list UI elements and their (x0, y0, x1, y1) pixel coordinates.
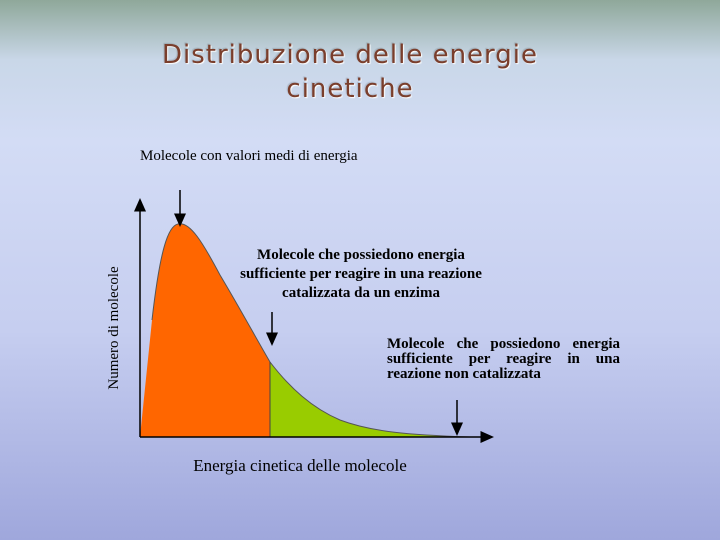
green-area (270, 362, 470, 437)
annotation-average-energy: Molecole con valori medi di energia (140, 148, 358, 164)
annotation-catalyzed: Molecole che possiedono energia sufficie… (240, 247, 482, 301)
y-axis-label: Numero di molecole (106, 266, 122, 390)
page-title: Distribuzione delle energie cinetiche (161, 40, 539, 104)
orange-area (140, 223, 270, 437)
x-axis-label: Energia cinetica delle molecole (193, 456, 407, 475)
annotation-uncatalyzed: Molecole che possiedono energia sufficie… (387, 336, 620, 382)
